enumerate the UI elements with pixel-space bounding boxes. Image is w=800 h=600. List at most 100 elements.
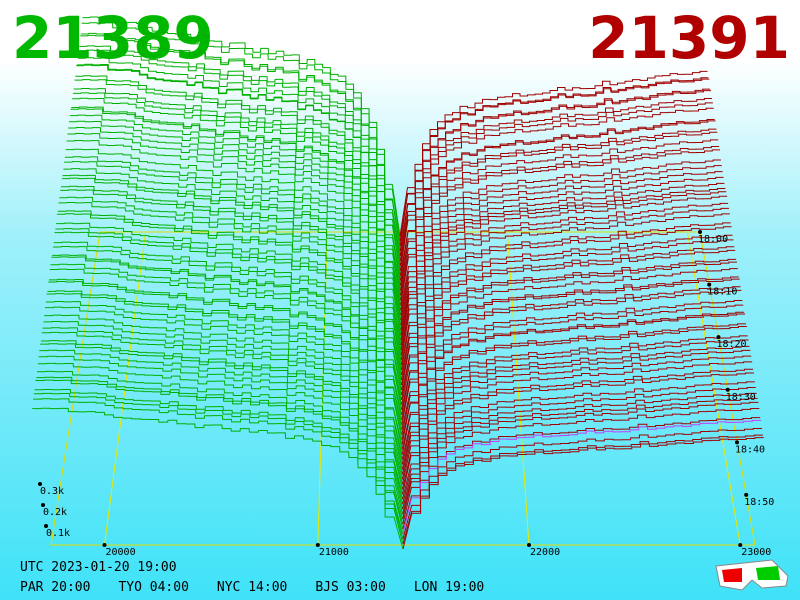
depth-tick-label: 0.1k [46,528,70,539]
bid-depth-line [57,210,402,391]
ask-depth-line [401,268,738,406]
price-grid-line [506,231,530,546]
bid-depth-line [44,306,403,470]
time-tick-dot [716,335,721,340]
bid-depth-line [55,228,403,406]
bid-depth-line [59,196,402,381]
time-tick-label: 18:50 [744,497,774,508]
time-tick-dot [698,230,702,234]
ask-depth-line [400,246,735,386]
ask-depth-line [400,187,726,336]
ask-depth-line [400,145,720,301]
bid-depth-line [36,376,404,525]
ask-depth-line [401,278,740,415]
bid-depth-line [72,97,402,301]
bid-depth-line [66,139,402,336]
bid-depth-line [73,87,402,291]
ask-depth-line [401,261,737,401]
price-tick-label: 21000 [319,547,349,558]
zone-time: TYO 04:00 [118,580,189,595]
bid-depth-line [52,246,403,420]
ask-depth-line [399,70,708,237]
price-tick-dot [527,543,532,547]
depth-tick-label: 0.3k [40,486,64,497]
bid-price: 21389 [12,4,214,72]
ask-depth-line [400,207,729,356]
bid-depth-line [51,256,403,430]
bid-depth-line [72,92,402,296]
ask-depth-line [401,304,744,435]
bid-depth-line [36,370,404,520]
price-tick-label: 20000 [106,547,136,558]
bid-depth-line [64,161,402,351]
3d-glasses-icon [715,559,789,591]
ask-depth-line [402,427,763,540]
price-tick-label: 22000 [530,547,560,558]
ask-depth-line [400,171,723,321]
ask-depth-line [401,326,747,455]
time-tick-label: 18:40 [735,444,765,455]
ask-depth-line [400,139,719,296]
zone-time: LON 19:00 [413,580,485,595]
ask-depth-line [402,408,760,525]
bid-depth-line [77,57,401,266]
bid-depth-line [54,231,403,410]
time-tick-label: 18:00 [698,234,728,245]
ask-depth-line [400,222,731,366]
ask-depth-line [399,120,716,281]
bid-depth-line [40,340,403,495]
price-grid-line [686,231,741,546]
bid-depth-line [78,49,401,261]
bid-depth-line [40,343,404,500]
time-tick-label: 18:20 [716,339,746,350]
bid-depth-line [32,398,404,545]
ask-depth-line [402,401,759,520]
bid-depth-line [49,268,403,440]
ask-depth-line [400,239,734,381]
ask-depth-line [402,437,764,550]
ask-depth-line [400,195,728,346]
ask-depth-line [402,386,756,505]
bid-depth-line [46,293,403,460]
ask-depth-line [401,368,754,490]
time-tick-dot [707,282,712,287]
time-tick-label: 18:10 [707,287,737,298]
bid-depth-line [75,75,401,281]
bid-depth-line [74,79,401,286]
zone-time: BJS 03:00 [315,580,386,595]
bid-depth-line [42,327,403,485]
bid-depth-line [47,290,403,455]
time-tick-label: 18:30 [726,392,756,403]
ask-depth-line [400,149,721,306]
bid-depth-line [68,126,402,326]
bid-depth-line [56,222,403,401]
ask-depth-line [400,213,730,361]
ask-depth-line [400,191,727,341]
floor [50,231,756,546]
bid-depth-line [48,281,403,450]
price-tick-dot [102,543,107,547]
ask-depth-line [402,397,758,515]
bid-depth-line [44,314,403,475]
ask-depth-line [401,349,751,475]
bid-depth-line [76,64,401,276]
ask-depth-line [400,159,721,311]
depth-tick-dot [41,503,45,507]
ask-depth-line [400,202,729,351]
ask-depth-line [402,434,763,545]
bid-depth-line [71,106,402,306]
ask-depth-line [400,182,725,331]
depth-tick-label: 0.2k [43,507,67,518]
bid-depth-line [82,16,401,237]
bid-depth-line [63,168,402,356]
ask-depth-line [401,313,746,445]
bid-depth-line [34,388,404,535]
price-tick-dot [738,543,743,547]
bid-depth-line [80,32,401,247]
depth-tick-dot [38,482,42,486]
bid-depth-line [61,177,402,366]
bid-depth-line [68,120,402,321]
price-tick-label: 23000 [741,547,771,558]
